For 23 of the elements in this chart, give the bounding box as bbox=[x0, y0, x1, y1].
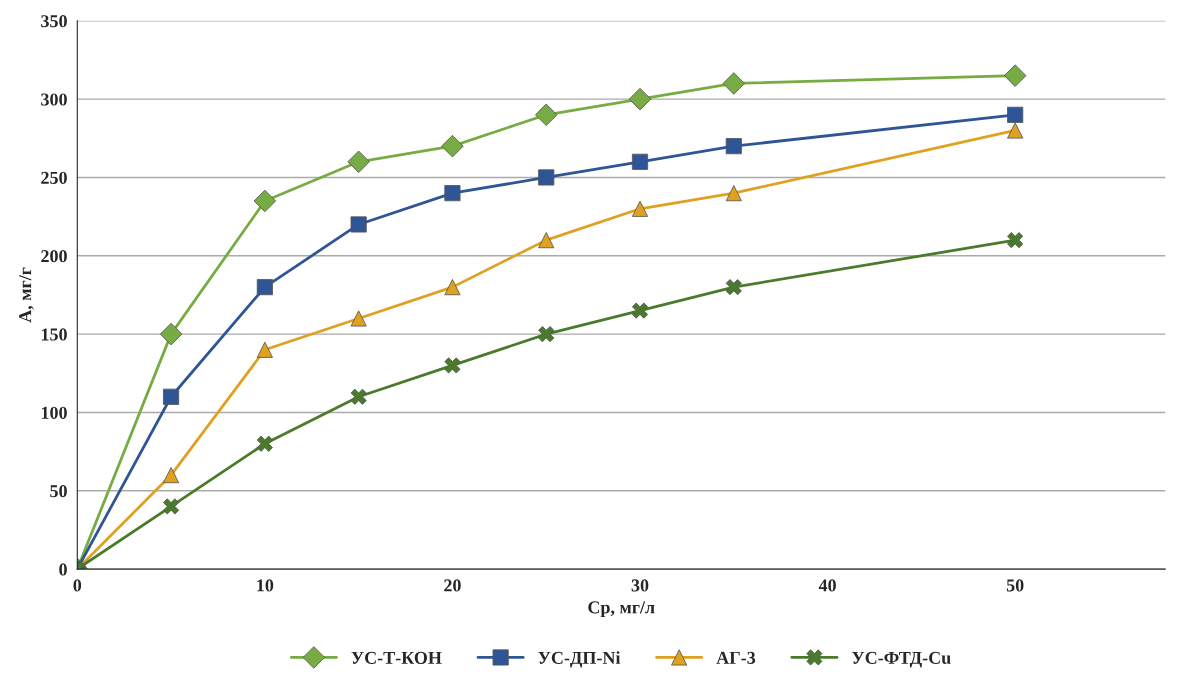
y-tick-label: 0 bbox=[59, 563, 67, 576]
x-tick-label: 50 bbox=[1006, 579, 1024, 592]
point bbox=[256, 279, 273, 296]
x-tick-label: 40 bbox=[818, 579, 836, 592]
x-axis-title: Ср, мг/л bbox=[588, 601, 655, 618]
y-tick-label: 350 bbox=[41, 15, 67, 28]
point bbox=[1003, 64, 1027, 87]
y-tick-label: 150 bbox=[41, 328, 67, 341]
y-tick-label: 200 bbox=[41, 250, 67, 263]
y-tick-label: 100 bbox=[41, 406, 67, 419]
x-tick-label: 0 bbox=[73, 579, 82, 592]
legend-label: УС-Т-КОН bbox=[351, 651, 442, 664]
x-tick-label: 30 bbox=[631, 579, 649, 592]
x-tick-label: 20 bbox=[444, 579, 461, 592]
y-tick-label: 300 bbox=[41, 93, 67, 106]
y-axis-title: А, мг/г bbox=[19, 267, 34, 323]
point bbox=[725, 138, 742, 155]
y-tick-label: 50 bbox=[50, 485, 67, 498]
x-tick-label: 10 bbox=[257, 579, 274, 592]
legend-label: АГ-3 bbox=[716, 651, 756, 664]
y-tick-label: 250 bbox=[41, 171, 67, 184]
legend-label: УС-ДП-Ni bbox=[538, 651, 621, 668]
legend-label: УС-ФТД-Cu bbox=[851, 651, 951, 668]
